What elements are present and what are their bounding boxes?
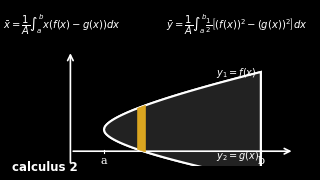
Polygon shape xyxy=(138,105,145,152)
Text: a: a xyxy=(101,156,107,166)
Text: $\bar{y} = \dfrac{1}{A}\int_a^b \frac{1}{2}\left[\left(f(x)\right)^2-\left(g(x)\: $\bar{y} = \dfrac{1}{A}\int_a^b \frac{1}… xyxy=(166,13,308,37)
Text: $\bar{x} = \dfrac{1}{A}\int_a^b x\left(f(x)-g(x)\right)dx$: $\bar{x} = \dfrac{1}{A}\int_a^b x\left(f… xyxy=(3,13,121,37)
Text: calculus 2: calculus 2 xyxy=(12,161,78,174)
Text: $y_2 = g(x)$: $y_2 = g(x)$ xyxy=(216,148,259,163)
Polygon shape xyxy=(104,72,261,180)
Text: $y_1 = f(x)$: $y_1 = f(x)$ xyxy=(216,66,257,80)
Text: b: b xyxy=(257,156,264,166)
